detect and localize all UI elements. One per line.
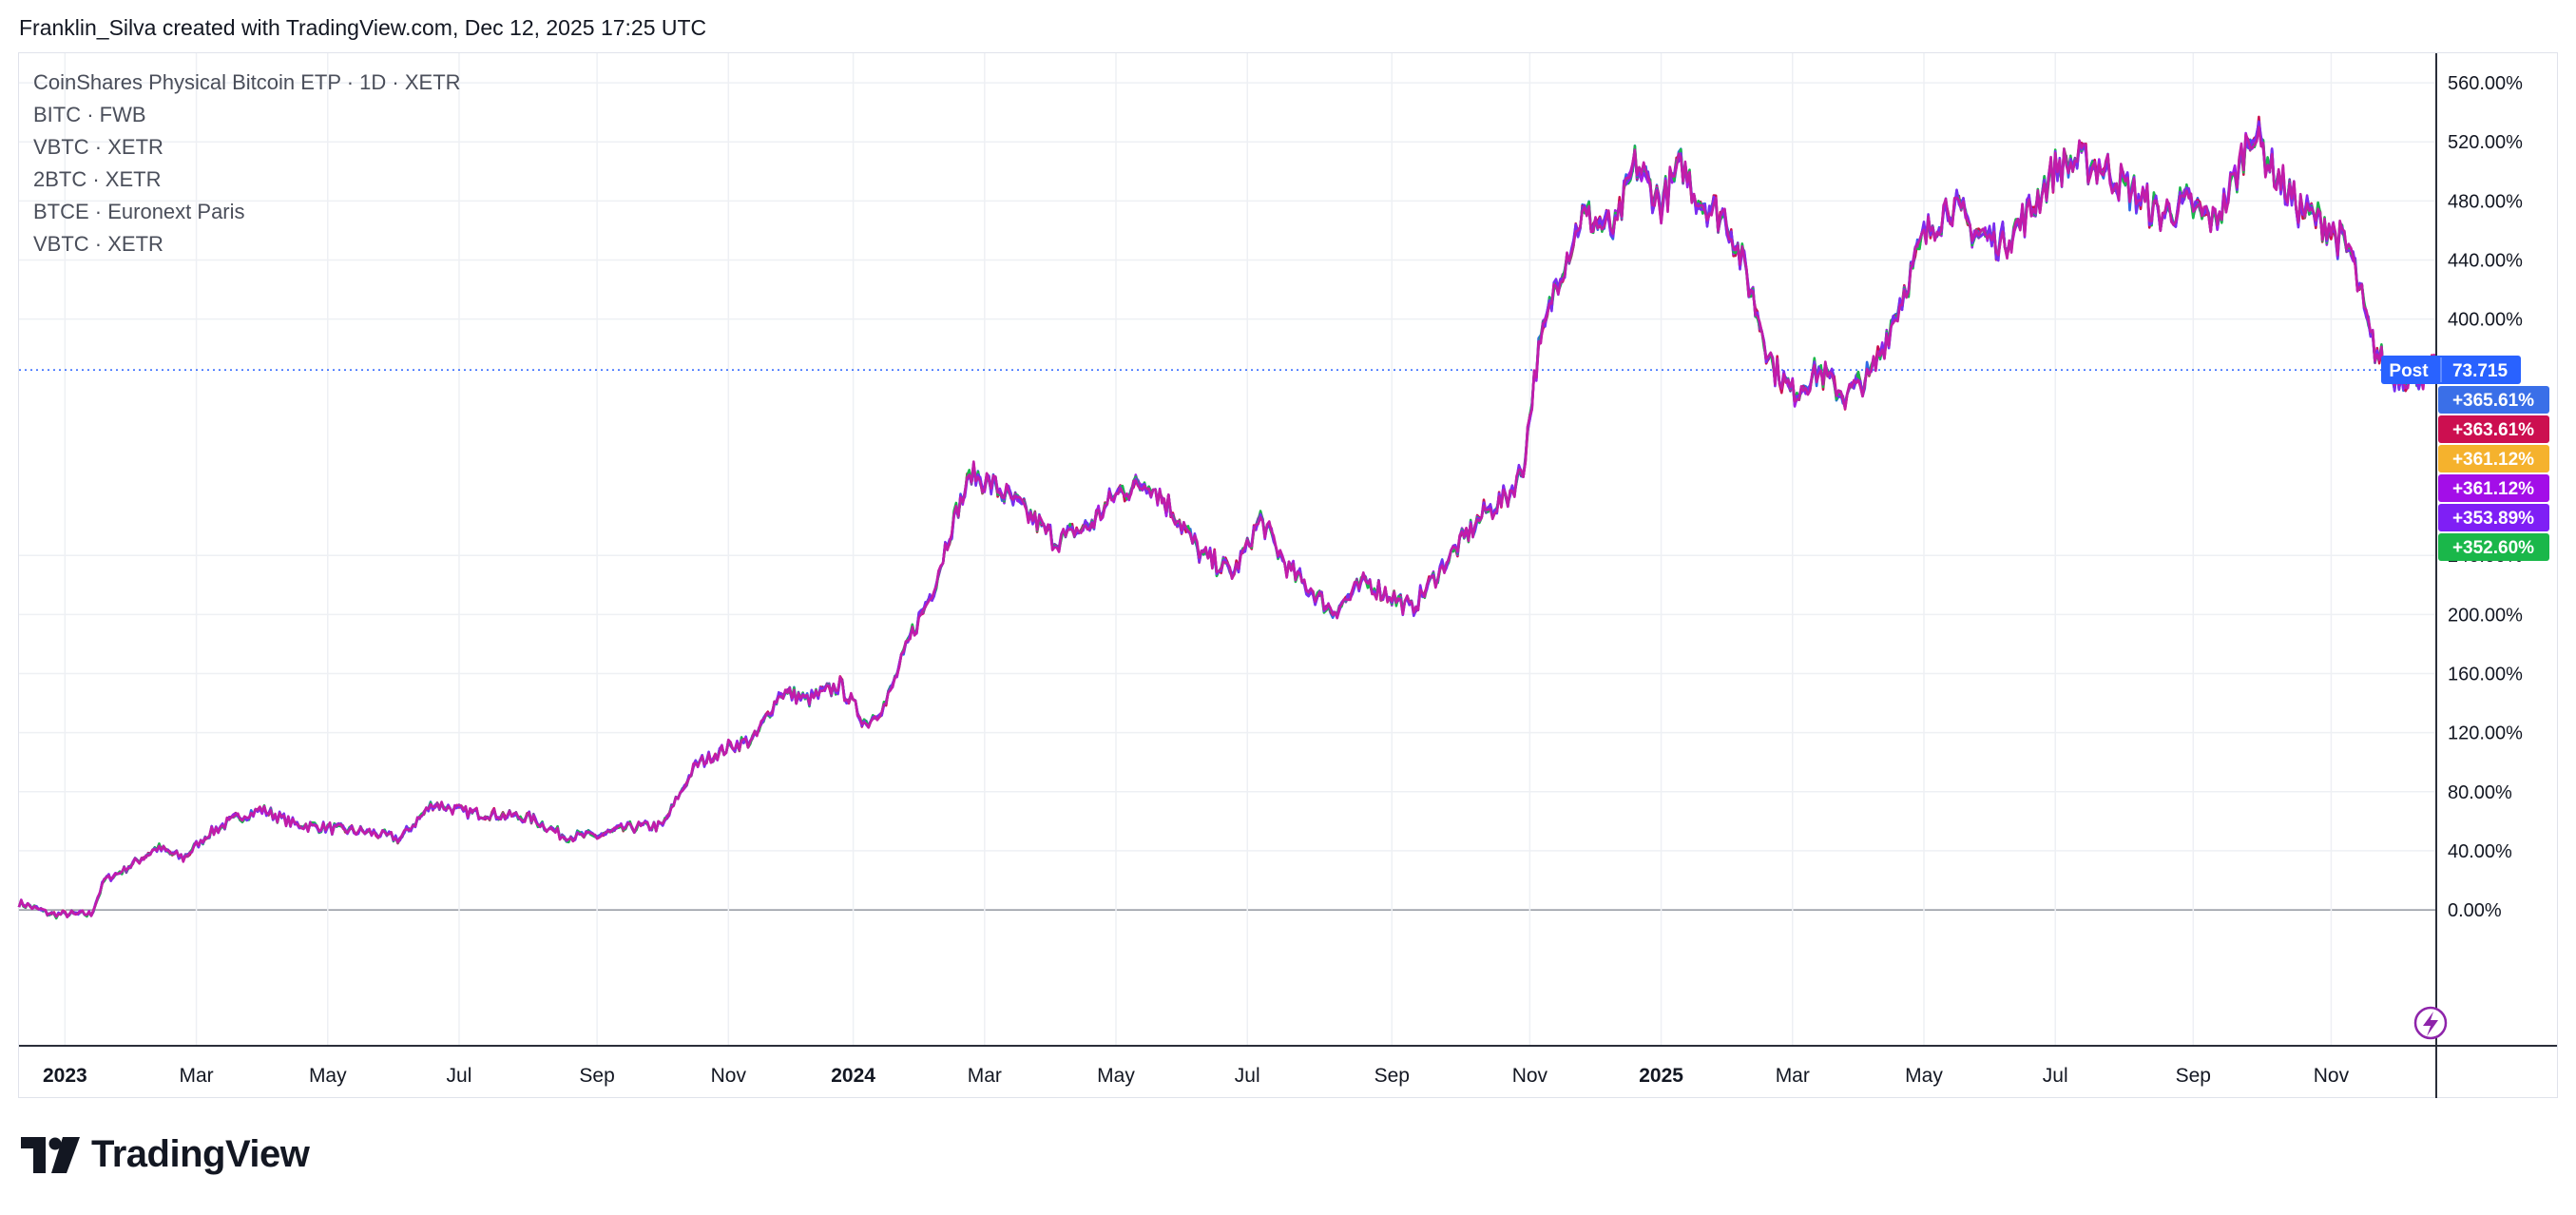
- time-tick-label: Sep: [1375, 1065, 1410, 1087]
- brand-name: TradingView: [91, 1133, 310, 1175]
- legend-item-main[interactable]: CoinShares Physical Bitcoin ETP · 1D · X…: [33, 70, 461, 94]
- value-tag-bg: [2438, 386, 2549, 414]
- value-tag: +352.60%: [2438, 533, 2549, 561]
- post-price-tag: Post 73.715: [2381, 356, 2521, 384]
- time-tick-label: Mar: [1776, 1065, 1810, 1087]
- time-tick-label: 2024: [831, 1065, 875, 1087]
- value-tag: +361.12%: [2438, 474, 2549, 502]
- time-tick-label: Nov: [2314, 1065, 2350, 1087]
- tradingview-logo-icon: [21, 1136, 80, 1173]
- time-tick-label: May: [1905, 1065, 1943, 1087]
- value-tag-text: +361.12%: [2452, 479, 2534, 499]
- value-tag-text: +365.61%: [2452, 391, 2534, 411]
- legend-item-bitc[interactable]: BITC · FWB: [33, 103, 146, 126]
- post-tag-value: 73.715: [2452, 361, 2509, 381]
- value-tag-text: +353.89%: [2452, 509, 2534, 529]
- legend-item-btce[interactable]: BTCE · Euronext Paris: [33, 200, 245, 223]
- series-lines: [17, 115, 2438, 920]
- price-tick-label: 560.00%: [2448, 73, 2523, 94]
- value-tag-bg: [2438, 445, 2549, 472]
- value-tag: +361.12%: [2438, 445, 2549, 472]
- series-legend: CoinShares Physical Bitcoin ETP · 1D · X…: [33, 67, 461, 260]
- time-tick-label: Jul: [2043, 1065, 2068, 1087]
- value-tag-text: +352.60%: [2452, 538, 2534, 558]
- price-tick-label: 40.00%: [2448, 841, 2512, 862]
- chart-frame[interactable]: [18, 52, 2558, 1098]
- time-tick-label: 2025: [1639, 1065, 1683, 1087]
- value-tag-bg: [2438, 533, 2549, 561]
- value-tag: +363.61%: [2438, 415, 2549, 443]
- time-tick-label: 2023: [43, 1065, 87, 1087]
- time-tick-label: Sep: [2176, 1065, 2211, 1087]
- time-tick-label: Nov: [711, 1065, 747, 1087]
- post-tag-label: Post: [2389, 361, 2429, 381]
- time-tick-label: Sep: [579, 1065, 614, 1087]
- series-line-5: [17, 125, 2438, 919]
- legend-item-vbtc-2[interactable]: VBTC · XETR: [33, 232, 163, 256]
- time-tick-label: May: [309, 1065, 347, 1087]
- price-tick-label: 200.00%: [2448, 605, 2523, 626]
- lightning-icon[interactable]: [2413, 1006, 2448, 1040]
- value-tag: +365.61%: [2438, 386, 2549, 414]
- price-tick-label: 400.00%: [2448, 310, 2523, 331]
- time-tick-label: Mar: [968, 1065, 1002, 1087]
- time-axis: 2023 Mar May Jul Sep Nov 2024 Mar May Jul Sep Nov 20…: [43, 1065, 2350, 1087]
- value-tag: +353.89%: [2438, 504, 2549, 531]
- time-tick-label: Nov: [1512, 1065, 1548, 1087]
- chart-caption: Franklin_Silva created with TradingView.…: [19, 15, 707, 40]
- value-tag-bg: [2438, 474, 2549, 502]
- grid-lines: [19, 53, 2436, 1046]
- value-tag-text: +361.12%: [2452, 450, 2534, 470]
- price-tick-label: 80.00%: [2448, 782, 2512, 803]
- value-tag-bg: [2438, 415, 2549, 443]
- value-tag-text: +363.61%: [2452, 420, 2534, 440]
- price-tick-label: 120.00%: [2448, 723, 2523, 744]
- time-tick-label: Jul: [1235, 1065, 1260, 1087]
- price-tick-label: 520.00%: [2448, 132, 2523, 153]
- price-tick-label: 480.00%: [2448, 191, 2523, 212]
- legend-item-vbtc[interactable]: VBTC · XETR: [33, 135, 163, 159]
- time-tick-label: Mar: [179, 1065, 213, 1087]
- value-tags: +365.61% +363.61% +361.12% +361.12% +353.89%…: [2381, 356, 2549, 561]
- price-tick-label: 160.00%: [2448, 665, 2523, 685]
- post-tag-bg: [2381, 356, 2521, 384]
- price-tick-label: 440.00%: [2448, 251, 2523, 272]
- legend-item-2btc[interactable]: 2BTC · XETR: [33, 167, 162, 191]
- price-tick-label: 0.00%: [2448, 900, 2502, 921]
- tradingview-branding[interactable]: TradingView: [21, 1133, 310, 1176]
- time-tick-label: Jul: [447, 1065, 472, 1087]
- time-tick-label: May: [1097, 1065, 1135, 1087]
- value-tag-bg: [2438, 504, 2549, 531]
